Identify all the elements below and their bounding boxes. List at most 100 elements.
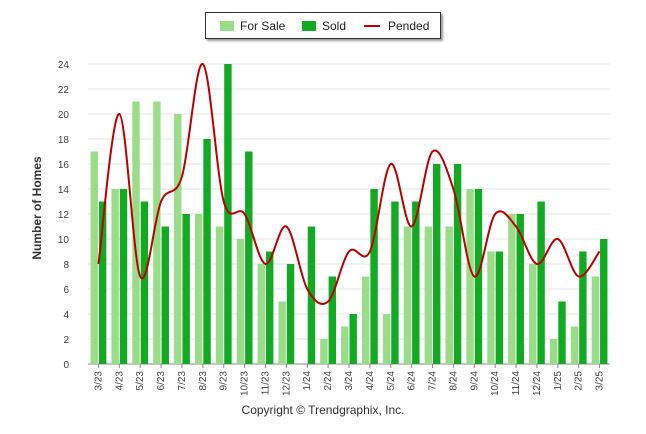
bar-sold xyxy=(600,239,608,364)
x-tick-label: 10/24 xyxy=(490,371,501,396)
x-tick-label: 12/24 xyxy=(532,371,543,396)
bar-sold xyxy=(328,276,337,364)
y-tick-label: 10 xyxy=(58,235,70,246)
bar-for-sale xyxy=(257,264,265,364)
bar-for-sale xyxy=(194,214,203,364)
bar-for-sale xyxy=(382,314,391,364)
bar-sold xyxy=(182,214,190,364)
x-tick-label: 7/23 xyxy=(177,371,188,391)
y-axis-label: Number of Homes xyxy=(30,156,44,260)
y-tick-label: 22 xyxy=(58,85,70,96)
x-tick-label: 9/23 xyxy=(219,371,230,391)
bar-for-sale xyxy=(487,251,495,364)
x-tick-label: 11/24 xyxy=(511,371,522,396)
bar-for-sale xyxy=(445,226,453,364)
pended-series-line xyxy=(97,62,601,305)
bar-sold xyxy=(537,201,545,364)
bar-sold xyxy=(265,251,274,364)
x-tick-label: 7/24 xyxy=(428,371,439,391)
y-tick-label: 2 xyxy=(63,335,69,346)
bar-sold xyxy=(495,251,504,364)
bar-sold xyxy=(119,189,128,364)
bar-sold xyxy=(391,201,399,364)
x-tick-label: 5/23 xyxy=(135,371,146,391)
x-tick-label: 4/24 xyxy=(365,371,376,391)
bar-sold xyxy=(412,201,420,364)
x-tick-label: 1/24 xyxy=(302,371,313,391)
legend-swatch-for-sale xyxy=(220,21,234,31)
bar-sold xyxy=(98,201,107,364)
legend-label-pended: Pended xyxy=(388,19,430,33)
bar-sold xyxy=(140,201,149,364)
bar-for-sale xyxy=(341,326,349,364)
x-tick-label: 4/23 xyxy=(114,371,125,391)
y-tick-label: 14 xyxy=(58,185,70,196)
x-tick-label: 3/25 xyxy=(595,371,606,391)
bar-sold xyxy=(516,214,524,364)
bar-for-sale xyxy=(215,226,224,364)
copyright: Copyright © Trendgraphix, Inc. xyxy=(241,403,405,417)
bar-for-sale xyxy=(508,214,516,364)
x-tick-label: 2/25 xyxy=(574,371,585,391)
x-tick-label: 8/23 xyxy=(198,371,209,391)
x-tick-label: 3/23 xyxy=(93,371,104,391)
bar-sold xyxy=(203,139,211,364)
bar-for-sale xyxy=(424,226,433,364)
bar-for-sale xyxy=(529,264,537,364)
pended-line xyxy=(97,62,601,305)
bar-sold xyxy=(245,151,253,364)
legend-label-sold: Sold xyxy=(322,19,347,33)
legend-swatch-sold xyxy=(302,21,316,31)
y-tick-label: 18 xyxy=(58,135,70,146)
bar-for-sale xyxy=(278,301,286,364)
bar-for-sale xyxy=(320,339,328,364)
x-tick-label: 2/24 xyxy=(323,371,334,391)
bar-for-sale xyxy=(153,101,161,364)
bar-sold xyxy=(224,64,232,364)
legend-label-for-sale: For Sale xyxy=(240,19,286,33)
bars xyxy=(90,64,608,364)
x-tick-label: 1/25 xyxy=(553,371,564,391)
bar-sold xyxy=(474,189,483,364)
bar-for-sale xyxy=(403,226,412,364)
bar-sold xyxy=(433,164,441,364)
y-tick-label: 6 xyxy=(63,285,69,296)
x-tick-label: 11/23 xyxy=(260,371,271,396)
bar-for-sale xyxy=(132,101,140,364)
legend: For Sale Sold Pended xyxy=(205,12,441,39)
bar-for-sale xyxy=(570,326,579,364)
y-tick-label: 4 xyxy=(63,310,69,321)
bar-for-sale xyxy=(591,276,600,364)
y-tick-label: 12 xyxy=(58,210,70,221)
bar-sold xyxy=(579,251,587,364)
bar-for-sale xyxy=(361,276,370,364)
x-axis-ticks: 3/23 4/23 5/23 6/23 7/23 8/23 9/23 10/23 11/23 12… xyxy=(93,364,606,396)
y-tick-label: 16 xyxy=(58,160,70,171)
x-tick-label: 12/23 xyxy=(281,371,292,396)
bar-for-sale xyxy=(90,151,98,364)
legend-swatch-pended xyxy=(364,25,380,27)
x-tick-label: 9/24 xyxy=(469,371,480,391)
bar-sold xyxy=(161,226,169,364)
y-tick-label: 24 xyxy=(58,60,70,71)
bar-sold xyxy=(453,164,462,364)
x-tick-label: 6/24 xyxy=(407,371,418,391)
bar-for-sale xyxy=(174,114,182,364)
y-tick-label: 0 xyxy=(63,360,69,371)
x-tick-label: 10/23 xyxy=(240,371,251,396)
x-tick-label: 3/24 xyxy=(344,371,355,391)
x-tick-label: 5/24 xyxy=(386,371,397,391)
y-tick-label: 20 xyxy=(58,110,70,121)
x-tick-label: 6/23 xyxy=(156,371,167,391)
bar-for-sale xyxy=(549,339,558,364)
bar-sold xyxy=(286,264,295,364)
y-tick-label: 8 xyxy=(63,260,69,271)
bar-for-sale xyxy=(236,239,245,364)
bar-for-sale xyxy=(466,189,474,364)
x-tick-label: 8/24 xyxy=(448,371,459,391)
bar-sold xyxy=(370,189,378,364)
bar-sold xyxy=(558,301,566,364)
bar-for-sale xyxy=(111,189,119,364)
